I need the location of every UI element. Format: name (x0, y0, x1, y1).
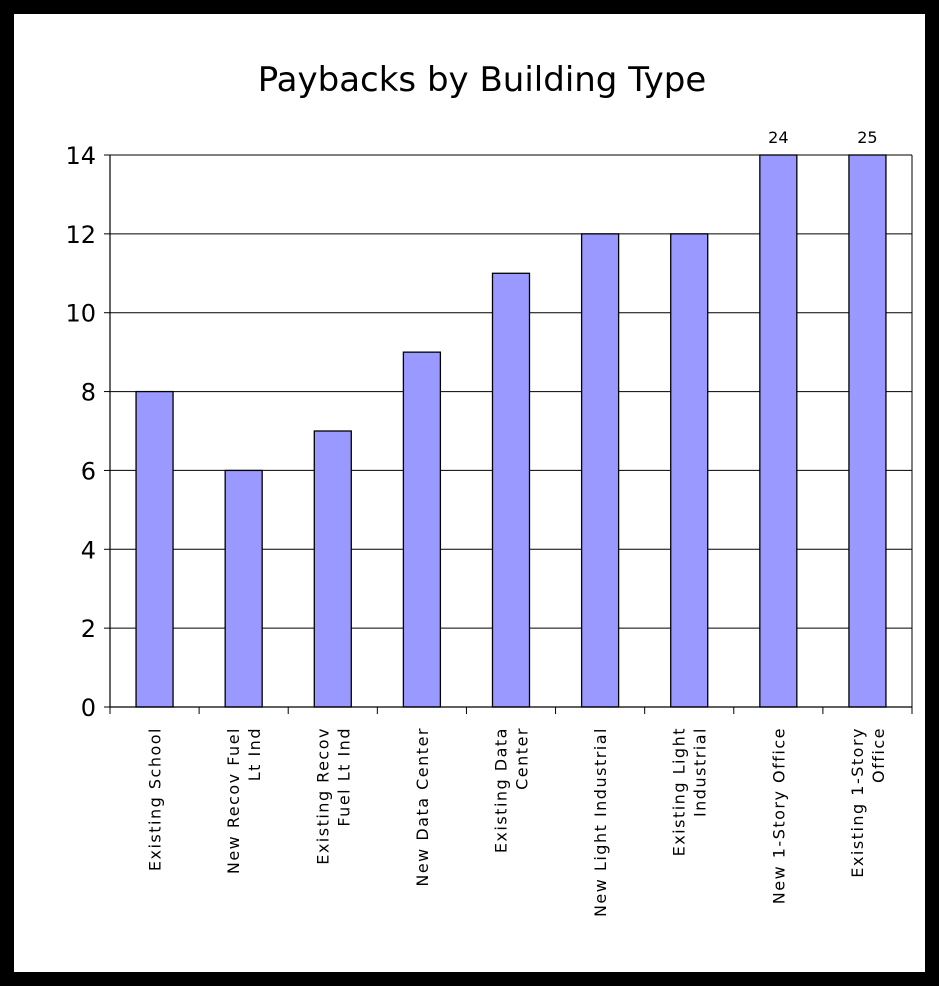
axes (104, 154, 913, 714)
bar (491, 272, 531, 708)
x-tick-label: Existing School (146, 727, 165, 871)
y-tick-label: 8 (81, 379, 96, 407)
x-tick-label: Industrial (691, 727, 710, 817)
data-labels: 24 25 (768, 128, 877, 147)
x-tick-label: Center (513, 727, 532, 790)
x-tick-label: New Data Center (413, 727, 432, 887)
bar (759, 154, 798, 708)
x-tick-label: Existing Data (492, 727, 511, 853)
bars (135, 154, 887, 708)
y-tick-label: 0 (81, 694, 96, 722)
bar (402, 351, 442, 708)
x-tick-label: Existing 1-Story (848, 727, 867, 878)
data-label: 25 (857, 128, 877, 147)
x-tick-label: New Recov Fuel (224, 727, 243, 874)
x-tick-label: Existing Recov (313, 727, 332, 865)
y-tick-label: 2 (81, 615, 96, 643)
y-tick-label: 12 (65, 221, 96, 249)
x-tick-label: Office (869, 727, 888, 783)
y-tick-label: 14 (65, 142, 96, 170)
x-tick-label: Fuel Lt Ind (334, 727, 353, 827)
bar (313, 430, 352, 708)
bar (135, 390, 174, 708)
y-tick-label: 4 (81, 536, 96, 564)
y-tick-label: 6 (81, 457, 96, 485)
x-tick-label: Existing Light (670, 727, 689, 856)
bar (670, 233, 709, 708)
bar (224, 469, 263, 708)
y-tick-label: 10 (65, 300, 96, 328)
y-axis-ticks: 0 2 4 6 8 10 12 14 (65, 142, 96, 722)
x-tick-label: New Light Industrial (591, 727, 610, 917)
x-tick-label: Lt Ind (245, 727, 264, 781)
x-axis-ticks: Existing School New Recov Fuel Lt Ind Exist… (146, 727, 888, 917)
bar (580, 233, 620, 708)
bar (848, 154, 887, 708)
chart-title: Paybacks by Building Type (258, 60, 707, 100)
data-label: 24 (768, 128, 788, 147)
x-tick-label: New 1-Story Office (769, 727, 788, 904)
